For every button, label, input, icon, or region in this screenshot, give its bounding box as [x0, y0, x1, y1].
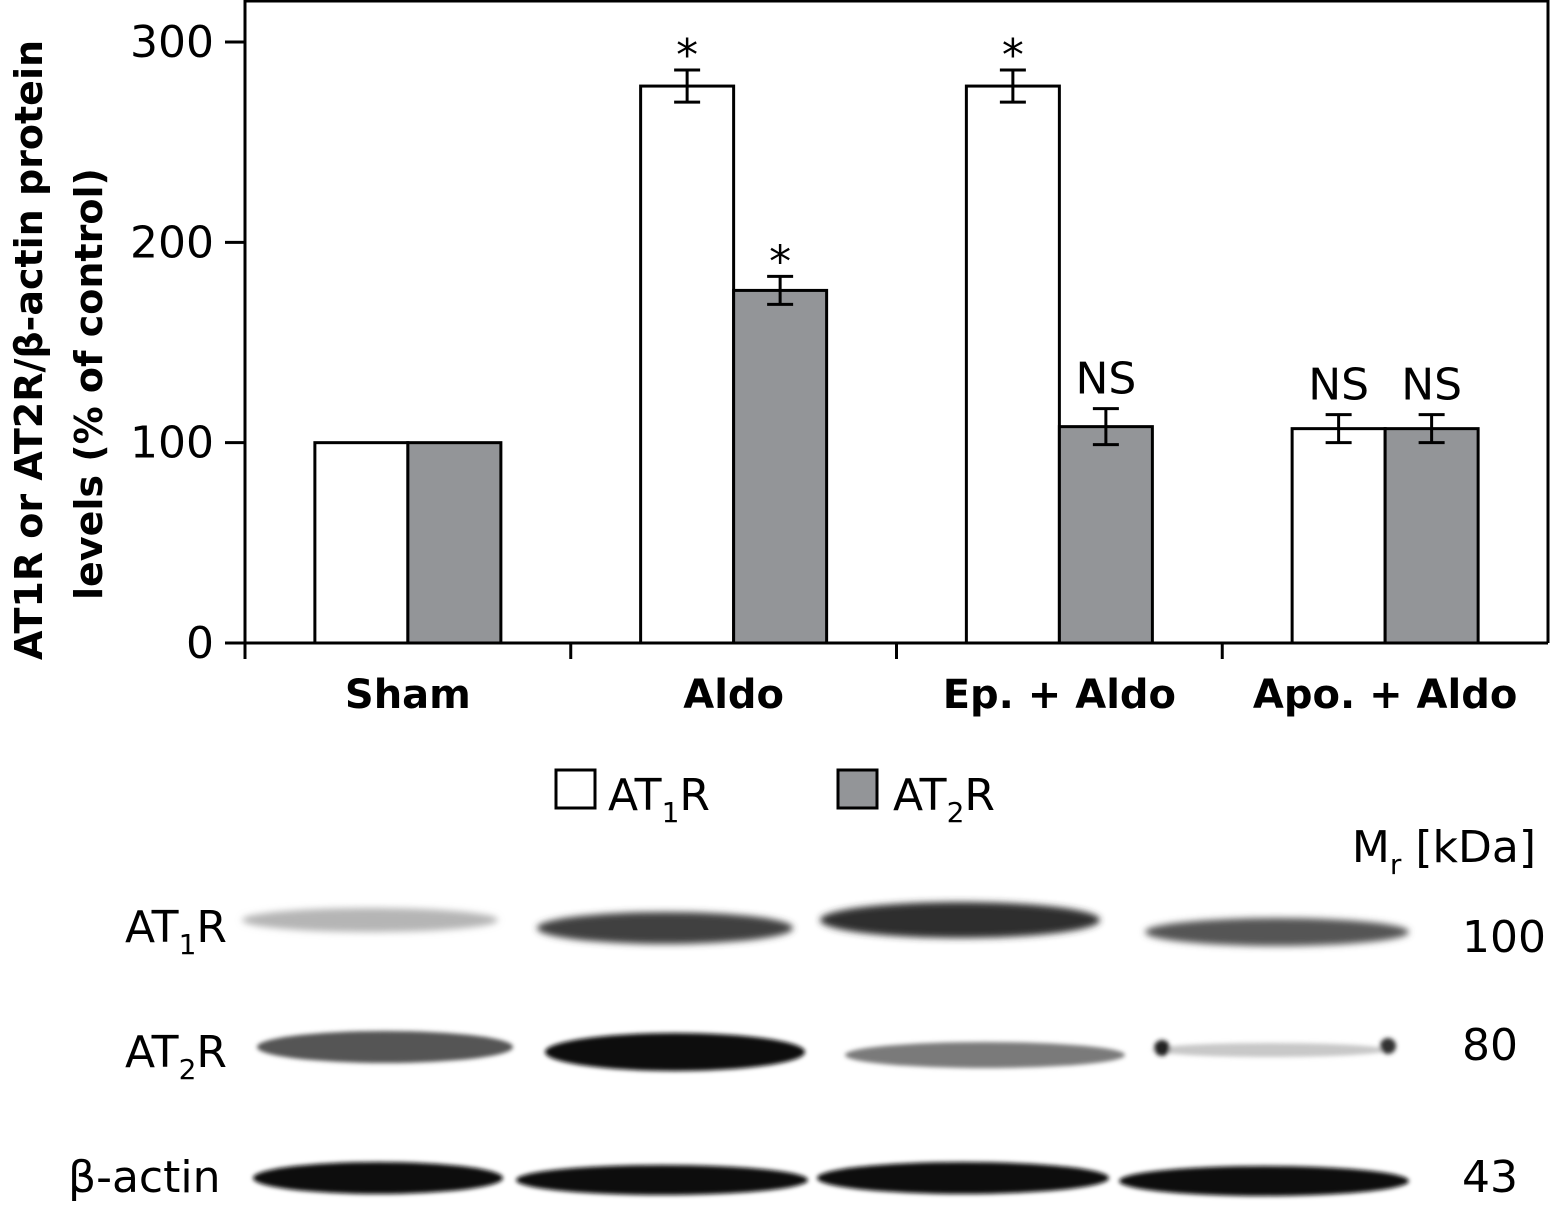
blot-bands-at2r — [257, 1031, 1396, 1071]
blot-row-label-beta-actin: β-actin — [68, 1152, 220, 1203]
bar-at2r-2 — [1057, 425, 1154, 645]
band-actin-sham — [253, 1162, 503, 1194]
x-tick-label-0: Sham — [345, 672, 471, 718]
band-at2r-spot-left — [1154, 1040, 1170, 1056]
y-tick-label-300: 300 — [130, 17, 214, 68]
band-at2r-aldo — [545, 1033, 805, 1071]
blot-bands-at1r — [242, 902, 1409, 946]
legend-label-at2r: AT — [893, 770, 947, 821]
annotation-at1r-3: NS — [1308, 360, 1369, 411]
blot-mass-100: 100 — [1462, 912, 1546, 963]
legend-label-at1r: AT — [608, 770, 662, 821]
blot-bands-beta-actin — [253, 1162, 1409, 1196]
annotation-at2r-3: NS — [1401, 360, 1462, 411]
blot-mass-43: 43 — [1462, 1152, 1518, 1203]
x-tick-label-2: Ep. + Aldo — [943, 672, 1176, 718]
legend-label-at2r-sub: 2 — [947, 796, 965, 829]
legend: AT1R AT2R — [554, 768, 995, 829]
legend-label-at1r-end: R — [679, 770, 710, 821]
mr-kda-label: Mr [kDa] — [1352, 822, 1536, 881]
band-actin-aldo — [516, 1165, 808, 1195]
y-axis-title-line2: levels (% of control) — [67, 168, 111, 600]
svg-text:AT2R: AT2R — [893, 770, 995, 829]
bar-at1r-3 — [1290, 427, 1387, 645]
annotation-at2r-1: * — [769, 236, 791, 287]
bar-at1r-2 — [964, 84, 1061, 645]
legend-swatch-at2r — [836, 768, 879, 810]
band-at1r-sham — [242, 908, 498, 932]
annotation-at1r-2: * — [1002, 30, 1024, 81]
annotation-at2r-2: NS — [1075, 354, 1136, 405]
bar-at1r-1 — [639, 84, 736, 645]
band-actin-apo-aldo — [1119, 1166, 1409, 1196]
band-at1r-apo-aldo — [1145, 918, 1409, 946]
y-tick-label-0: 0 — [186, 618, 214, 669]
western-blot: Mr [kDa] AT1R AT2R β-actin 100 80 43 — [68, 822, 1546, 1203]
x-axis: Sham Aldo Ep. + Aldo Apo. + Aldo — [243, 643, 1517, 718]
band-at2r-sham — [257, 1031, 513, 1063]
blot-row-label-at2r: AT2R — [125, 1027, 227, 1086]
band-at1r-aldo — [537, 912, 793, 944]
band-actin-ep-aldo — [817, 1162, 1109, 1194]
band-at2r-apo-aldo — [1152, 1043, 1388, 1057]
legend-item-at2r: AT2R — [836, 768, 995, 829]
y-axis-title-line1: AT1R or AT2R/β-actin protein — [7, 40, 51, 660]
blot-mass-80: 80 — [1462, 1020, 1518, 1071]
y-tick-label-100: 100 — [130, 418, 214, 469]
bar-marks: * * NS * NS NS — [313, 30, 1480, 645]
y-axis-title: AT1R or AT2R/β-actin protein levels (% o… — [7, 40, 111, 660]
band-at2r-spot-right — [1380, 1038, 1396, 1054]
bar-at1r-0 — [313, 441, 410, 645]
blot-row-label-at1r: AT1R — [125, 902, 227, 961]
x-tick-label-1: Aldo — [683, 672, 784, 718]
bar-at2r-1 — [732, 288, 829, 645]
bar-at2r-0 — [406, 441, 503, 645]
legend-swatch-at1r — [554, 768, 597, 810]
band-at2r-ep-aldo — [845, 1042, 1125, 1068]
legend-label-at1r-sub: 1 — [662, 796, 680, 829]
svg-text:AT1R: AT1R — [608, 770, 710, 829]
bar-at2r-3 — [1383, 427, 1480, 645]
annotation-at1r-1: * — [676, 30, 698, 81]
y-axis: 0 100 200 300 — [130, 17, 245, 669]
y-tick-label-200: 200 — [130, 217, 214, 268]
band-at1r-ep-aldo — [820, 902, 1100, 938]
x-tick-label-3: Apo. + Aldo — [1253, 672, 1517, 718]
legend-item-at1r: AT1R — [554, 768, 710, 829]
legend-label-at2r-end: R — [964, 770, 995, 821]
